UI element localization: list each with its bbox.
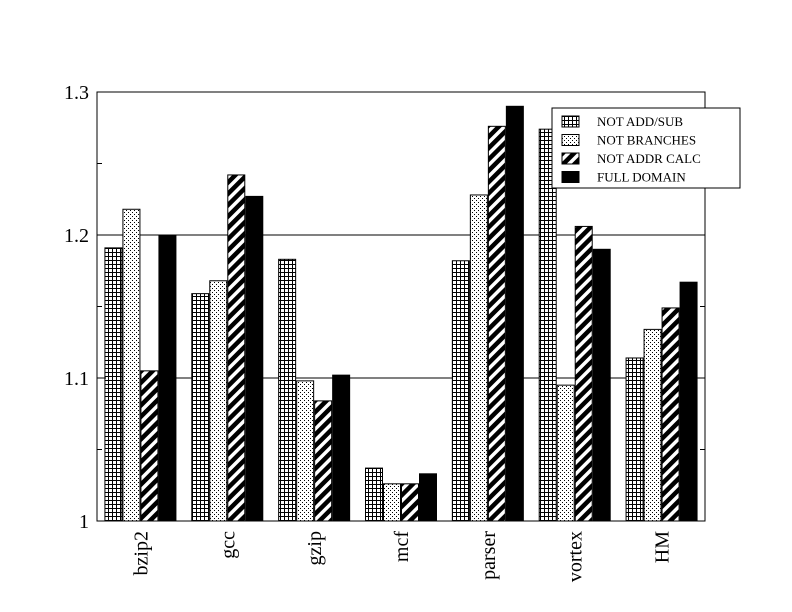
bar-bzip2-series-1: [122, 208, 141, 522]
bar-bzip2-series-0: [104, 247, 123, 522]
bar-vortex-series-2: [574, 225, 593, 522]
x-tick-label-mcf: mcf: [391, 531, 413, 562]
bar-HM-series-1: [643, 328, 662, 522]
bar-bzip2-series-2: [140, 370, 159, 522]
legend: NOT ADD/SUB NOT BRANCHES NOT ADDR CALC FULL…: [551, 107, 741, 189]
bar-vortex-series-1: [556, 384, 575, 522]
legend-label-3: FULL DOMAIN: [597, 170, 686, 185]
legend-box: [551, 107, 741, 189]
legend-swatch-2: [561, 152, 580, 165]
bar-gzip-series-1: [296, 380, 315, 522]
bar-gzip-series-2: [314, 400, 333, 522]
bar-gzip-series-0: [278, 258, 297, 522]
y-tick-label-3: 1.3: [64, 82, 89, 104]
bar-mcf-series-1: [383, 483, 401, 522]
x-tick-label-bzip2: bzip2: [130, 531, 152, 575]
bar-gcc-series-3: [245, 195, 264, 522]
x-tick-label-gcc: gcc: [217, 531, 239, 559]
legend-label-0: NOT ADD/SUB: [597, 114, 683, 129]
bar-HM-series-0: [625, 357, 644, 522]
x-tick-label-HM: HM: [652, 531, 674, 563]
y-tick-label-0: 1: [79, 511, 89, 533]
gridlines: [97, 234, 705, 379]
x-tick-label-vortex: vortex: [565, 531, 587, 582]
x-tick-label-gzip: gzip: [304, 531, 326, 565]
y-tick-label-1: 1.1: [64, 368, 89, 390]
bar-mcf-series-3: [419, 473, 437, 522]
legend-swatch-0: [561, 115, 580, 128]
x-tick-label-parser: parser: [478, 531, 500, 580]
bar-mcf-series-0: [365, 467, 383, 522]
bar-vortex-series-3: [592, 248, 611, 522]
legend-label-2: NOT ADDR CALC: [597, 151, 701, 166]
y-tick-label-2: 1.2: [64, 225, 89, 247]
axes: 1 1.1 1.2 1.3 bzip2 gcc gzip mcf parser vortex HM: [64, 82, 706, 582]
bar-bzip2-series-3: [158, 234, 177, 522]
bar-gzip-series-3: [332, 374, 351, 522]
legend-label-1: NOT BRANCHES: [597, 133, 696, 148]
bar-parser-series-0: [451, 260, 470, 522]
bar-parser-series-1: [469, 194, 488, 522]
bar-gcc-series-1: [209, 280, 228, 522]
bar-mcf-series-2: [401, 483, 419, 522]
legend-swatch-3: [561, 171, 580, 183]
bar-parser-series-3: [505, 105, 524, 522]
bar-gcc-series-2: [227, 174, 246, 522]
bar-gcc-series-0: [191, 293, 210, 522]
bar-HM-series-2: [661, 307, 680, 522]
bar-parser-series-2: [487, 125, 506, 522]
bar-HM-series-3: [679, 281, 698, 522]
legend-swatch-1: [561, 134, 580, 146]
